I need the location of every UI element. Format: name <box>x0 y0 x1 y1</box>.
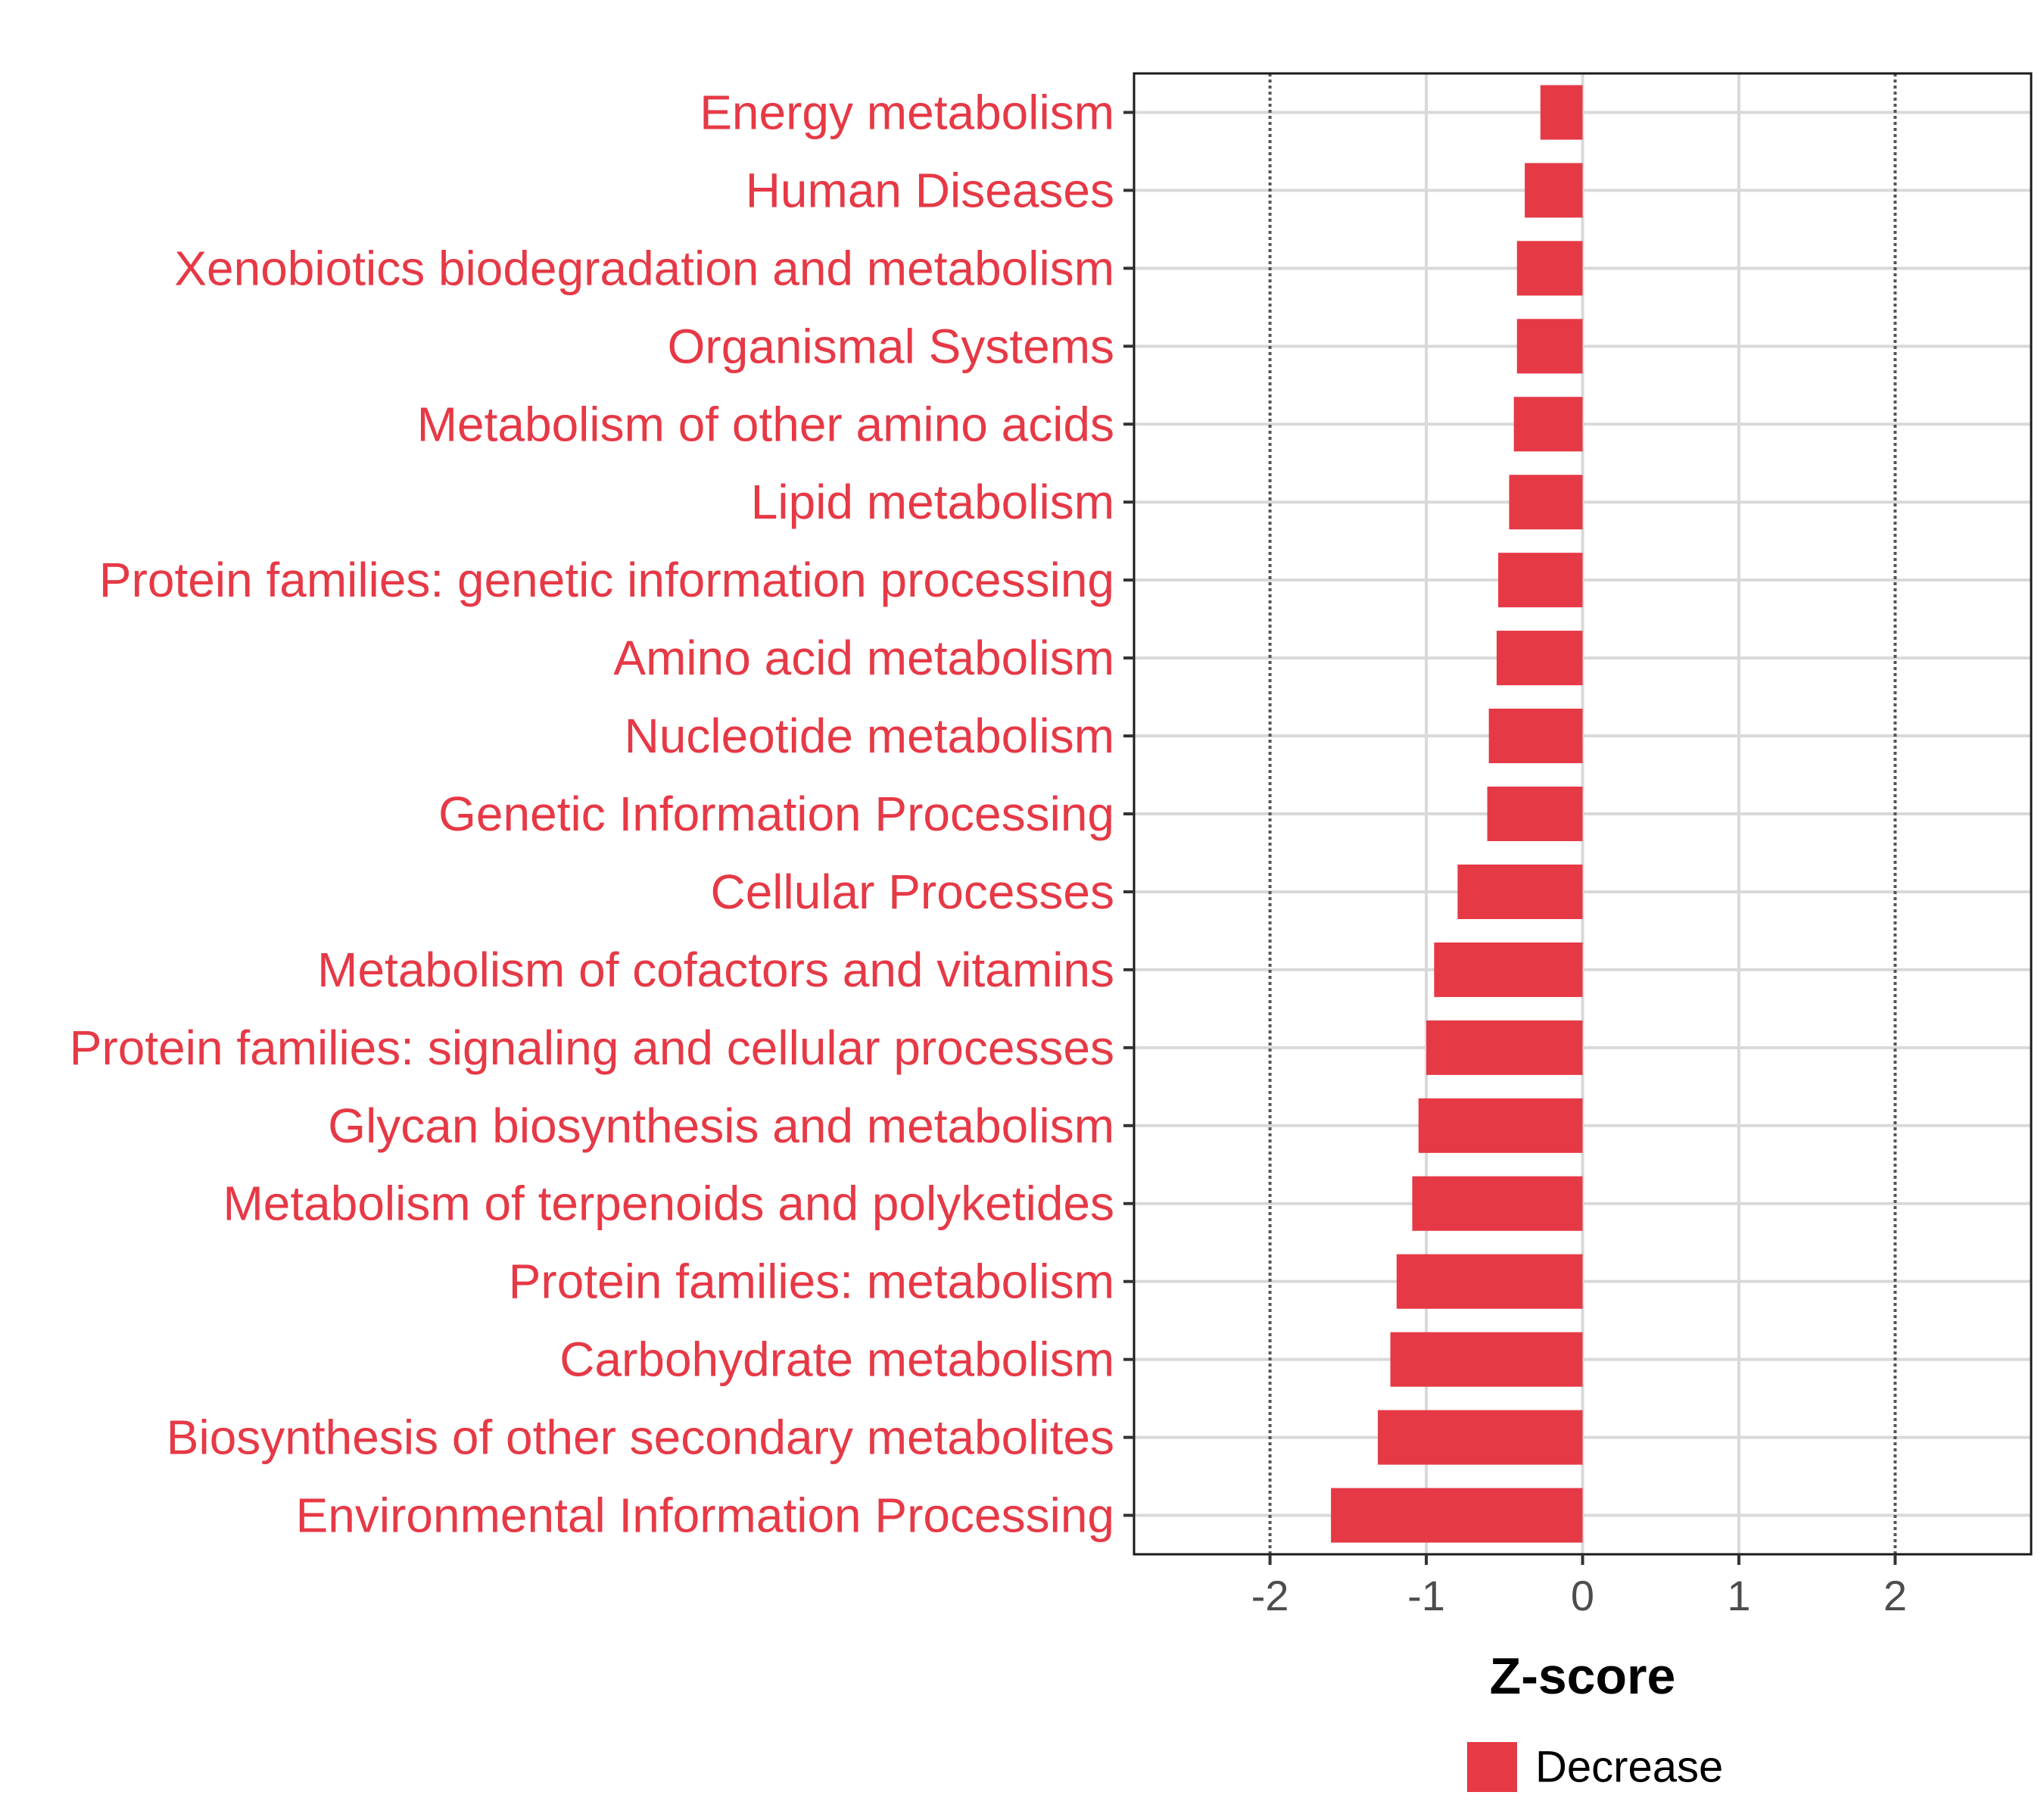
category-label: Protein families: metabolism <box>509 1254 1114 1309</box>
bar <box>1498 553 1583 608</box>
legend-label-decrease: Decrease <box>1535 1743 1723 1792</box>
category-label: Human Diseases <box>746 163 1114 217</box>
x-tick-label: 1 <box>1727 1572 1750 1619</box>
category-label: Cellular Processes <box>710 865 1114 919</box>
category-label: Glycan biosynthesis and metabolism <box>328 1099 1114 1153</box>
bar <box>1488 709 1583 764</box>
bar <box>1487 786 1583 842</box>
bar <box>1426 1020 1583 1075</box>
bar <box>1516 319 1583 374</box>
x-tick-label: 2 <box>1884 1572 1907 1619</box>
y-axis-ticks <box>1123 111 1134 1517</box>
category-label: Metabolism of terpenoids and polyketides <box>223 1177 1114 1231</box>
category-label: Genetic Information Processing <box>438 787 1114 841</box>
bar <box>1516 241 1583 296</box>
bar <box>1390 1332 1583 1387</box>
bar <box>1513 397 1583 452</box>
category-label: Xenobiotics biodegradation and metabolis… <box>174 241 1114 295</box>
bar <box>1412 1176 1583 1231</box>
x-axis-tick-labels: -2 -1 0 1 2 <box>1251 1572 1907 1619</box>
bar <box>1540 85 1583 140</box>
bar <box>1525 163 1583 218</box>
x-tick-label: -2 <box>1251 1572 1289 1619</box>
bar <box>1457 864 1583 919</box>
category-label: Amino acid metabolism <box>613 631 1114 685</box>
x-axis-ticks <box>1268 1554 1897 1565</box>
bar <box>1396 1254 1583 1309</box>
category-label: Lipid metabolism <box>751 475 1114 529</box>
bar <box>1509 475 1583 530</box>
threshold-lines <box>1268 73 1897 1554</box>
category-label: Carbohydrate metabolism <box>559 1332 1114 1387</box>
x-axis-title: Z-score <box>1490 1647 1676 1705</box>
legend-swatch-decrease <box>1467 1742 1517 1792</box>
bar <box>1434 942 1583 997</box>
x-tick-label: 0 <box>1571 1572 1594 1619</box>
category-label: Biosynthesis of other secondary metaboli… <box>167 1410 1114 1465</box>
category-label: Nucleotide metabolism <box>625 709 1114 763</box>
bars <box>1331 85 1583 1543</box>
legend: Decrease <box>1467 1742 1723 1792</box>
category-label: Organismal Systems <box>668 319 1114 373</box>
bar <box>1496 631 1583 686</box>
bar <box>1331 1488 1583 1543</box>
category-label: Protein families: signaling and cellular… <box>70 1021 1114 1075</box>
x-tick-label: -1 <box>1407 1572 1445 1619</box>
bar <box>1418 1098 1583 1153</box>
category-label: Protein families: genetic information pr… <box>99 553 1114 607</box>
category-label: Environmental Information Processing <box>296 1488 1114 1543</box>
category-label: Metabolism of cofactors and vitamins <box>317 943 1114 997</box>
category-label: Metabolism of other amino acids <box>417 397 1114 451</box>
category-label: Energy metabolism <box>700 85 1114 139</box>
bar <box>1378 1410 1583 1465</box>
y-axis-category-labels: Energy metabolism Human Diseases Xenobioti… <box>70 85 1114 1542</box>
